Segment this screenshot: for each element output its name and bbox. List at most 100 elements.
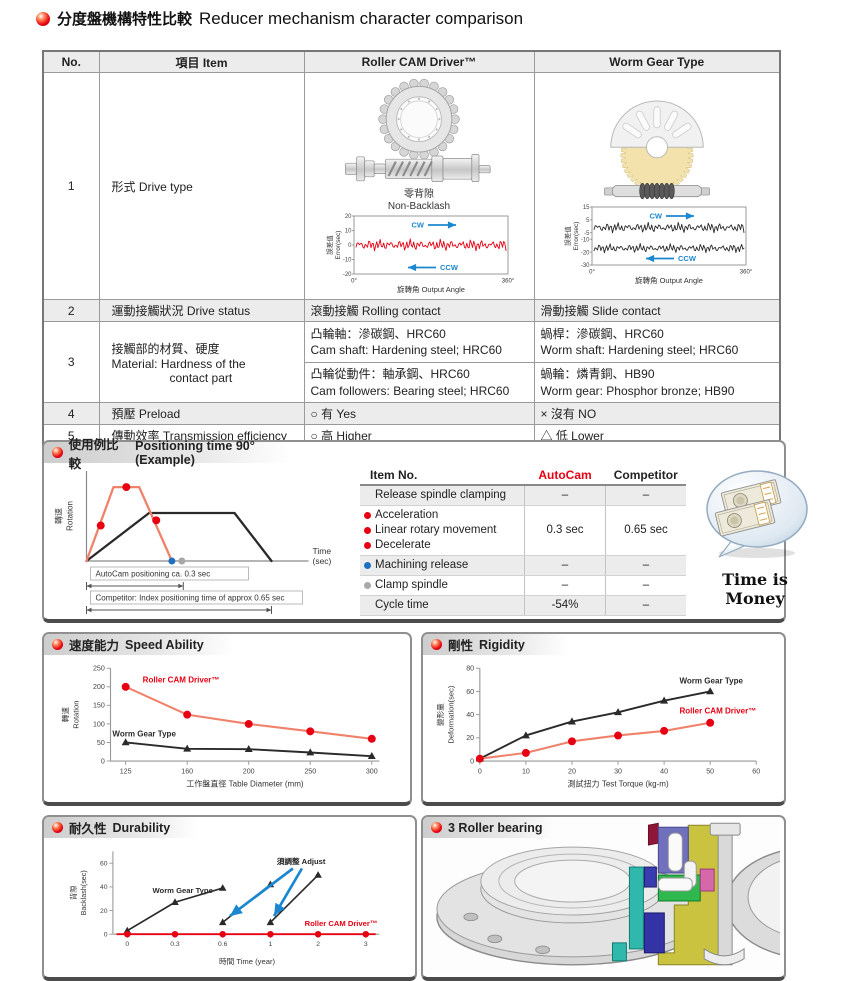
- svg-text:360°: 360°: [740, 270, 753, 276]
- worm-preload-value: × 沒有 NO: [533, 402, 781, 425]
- svg-text:轉速: 轉速: [54, 508, 64, 524]
- section-title-zh: 剛性: [448, 639, 474, 653]
- ptable-label: Clamp spindle: [375, 578, 448, 591]
- page-title: 分度盤機構特性比較 Reducer mechanism character co…: [36, 8, 523, 29]
- svg-text:50: 50: [706, 767, 714, 775]
- comparison-table: No. 項目 Item Roller CAM Driver™ Worm Gear…: [42, 50, 781, 449]
- svg-text:AutoCam positioning ca. 0.3 se: AutoCam positioning ca. 0.3 sec: [96, 570, 211, 579]
- motion-line-3: Decelerate: [375, 538, 431, 551]
- row-item-label: 預壓 Preload: [98, 402, 305, 425]
- cam-followers-en: Cam followers: Bearing steel; HRC60: [310, 383, 510, 398]
- cam-followers-zh: 凸輪從動件：軸承鋼、HRC60: [310, 367, 470, 382]
- svg-text:40: 40: [660, 767, 668, 775]
- red-bullet-icon: [431, 639, 442, 650]
- svg-text:Roller CAM Driver™: Roller CAM Driver™: [143, 675, 220, 684]
- svg-text:(sec): (sec): [313, 556, 332, 566]
- svg-text:CCW: CCW: [678, 254, 697, 263]
- svg-text:旋轉角 Output Angle: 旋轉角 Output Angle: [397, 284, 465, 294]
- svg-text:100: 100: [93, 720, 105, 728]
- svg-text:-10: -10: [343, 258, 352, 264]
- svg-text:測試扭力 Test Torque (kg-m): 測試扭力 Test Torque (kg-m): [567, 779, 668, 789]
- time-is-money-graphic: Time is Money: [694, 467, 816, 608]
- col-header-worm-gear: Worm Gear Type: [533, 50, 781, 73]
- svg-text:0: 0: [104, 931, 108, 938]
- svg-text:360°: 360°: [502, 279, 515, 285]
- worm-drive-status: 滑動接觸 Slide contact: [533, 299, 781, 322]
- blue-dot-icon: [364, 561, 371, 569]
- row-no: 3: [42, 321, 100, 403]
- time-is-money-label: Time is Money: [722, 570, 788, 608]
- ptable-header-item: Item No.: [360, 466, 525, 486]
- competitor-value: 0.65 sec: [605, 505, 686, 556]
- worm-gear-illustration: [603, 100, 710, 200]
- worm-wheel-zh: 蝸輪：燐青銅、HB90: [540, 367, 655, 382]
- worm-shaft-zh: 蝸桿：滲碳鋼、HRC60: [540, 326, 664, 341]
- rigidity-chart: 0 20 40 60 80 0 10 20 30 40 50 60 Worm Gear Type Roll…: [435, 665, 760, 789]
- row-material-b: 凸輪從動件：軸承鋼、HRC60 Cam followers: Bearing s…: [43, 362, 781, 403]
- competitor-value: –: [605, 595, 686, 616]
- row-item-label: 形式 Drive type: [98, 72, 305, 300]
- svg-text:Rotation: Rotation: [66, 501, 75, 531]
- svg-text:Worm Gear Type: Worm Gear Type: [679, 676, 743, 685]
- durability-section: 耐久性 Durability 0 20 40 60 0 0.3 0.6 1 2 3 Worm Gea…: [42, 815, 417, 981]
- section-title-en: Durability: [112, 820, 171, 835]
- svg-text:Error(sec): Error(sec): [573, 222, 580, 251]
- ptable-row-machining: Machining release – –: [360, 555, 686, 576]
- roller-cam-shaft-material: 凸輪軸：滲碳鋼、HRC60 Cam shaft: Hardening steel…: [303, 321, 535, 363]
- svg-text:CW: CW: [412, 221, 425, 230]
- svg-text:30: 30: [614, 767, 622, 775]
- svg-text:Competitor: Index positioning: Competitor: Index positioning time of ap…: [96, 594, 285, 603]
- money-speech-bubble: [706, 470, 808, 558]
- worm-shaft-en: Worm shaft: Hardening steel; HRC60: [540, 343, 739, 357]
- svg-text:Roller CAM Driver™: Roller CAM Driver™: [305, 919, 378, 928]
- cam-error-chart: 20 10 0 -10 -20 CW CCW 0° 360° 旋轉角 Output Angle 誤差…: [325, 214, 515, 294]
- red-bullet-icon: [52, 639, 63, 650]
- worm-gear-drive-type-cell: 15 5 -5 -10 -20 -30 CW CCW 0° 360° 旋轉角 Output Angl…: [533, 72, 781, 300]
- svg-text:-30: -30: [581, 263, 590, 269]
- speed-ability-chart: 0 50 100 150 200 250 125 160 200 250 300 Roller CAM…: [60, 665, 380, 789]
- gray-dot-icon: [364, 581, 371, 589]
- svg-text:-10: -10: [581, 237, 590, 243]
- red-dot-icon: [364, 526, 371, 534]
- svg-text:Roller CAM Driver™: Roller CAM Driver™: [679, 707, 756, 716]
- autocam-value: –: [524, 575, 606, 596]
- cam-shaft-en: Cam shaft: Hardening steel; HRC60: [310, 343, 502, 357]
- worm-error-chart: 15 5 -5-10 -20 -30 CW CCW 0° 360° 旋轉角 Output Angl…: [563, 205, 753, 285]
- worm-wheel-en: Worm gear: Phosphor bronze; HB90: [540, 383, 735, 398]
- ptable-row-release: Release spindle clamping – –: [360, 485, 686, 506]
- bearing-section-header: 3 Roller bearing: [423, 817, 566, 838]
- ptable-label: Acceleration Linear rotary movement Dece…: [360, 505, 525, 556]
- competitor-value: –: [605, 555, 686, 576]
- positioning-chart: Time(sec) 轉速 Rotation AutoCam positioning c…: [54, 471, 332, 614]
- svg-text:20: 20: [100, 908, 108, 915]
- svg-text:20: 20: [568, 767, 576, 775]
- svg-text:誤差值: 誤差值: [325, 235, 334, 255]
- svg-text:0: 0: [478, 767, 482, 775]
- section-title-zh: 耐久性: [69, 822, 107, 836]
- svg-text:125: 125: [120, 767, 132, 775]
- red-dot-icon: [364, 511, 371, 519]
- material-label-zh: 接觸部的材質、硬度: [111, 341, 220, 356]
- positioning-table-header: Item No. AutoCam Competitor: [360, 466, 686, 486]
- svg-text:Worm Gear Type: Worm Gear Type: [112, 729, 176, 738]
- row-preload: 4 預壓 Preload ○ 有 Yes × 沒有 NO: [42, 402, 781, 425]
- svg-text:Time: Time: [313, 546, 332, 556]
- autocam-value: –: [524, 485, 606, 506]
- svg-text:250: 250: [304, 767, 316, 775]
- ptable-label: Release spindle clamping: [375, 489, 507, 501]
- row-no: 1: [42, 72, 100, 300]
- svg-text:20: 20: [345, 214, 352, 220]
- section-title-zh: 使用例比較: [68, 437, 119, 471]
- red-dot-icon: [364, 541, 371, 549]
- row-item-label: 運動接觸狀況 Drive status: [98, 299, 305, 322]
- page-title-zh: 分度盤機構特性比較: [57, 11, 193, 28]
- svg-text:Error(sec): Error(sec): [335, 231, 342, 260]
- svg-text:0°: 0°: [589, 270, 595, 276]
- red-bullet-icon: [52, 822, 63, 833]
- svg-text:轉速: 轉速: [60, 707, 70, 723]
- col-header-no: No.: [42, 50, 100, 73]
- row-no: 4: [42, 402, 100, 425]
- cam-followers-material: 凸輪從動件：軸承鋼、HRC60 Cam followers: Bearing s…: [303, 362, 535, 403]
- autocam-value: -54%: [524, 595, 606, 616]
- row-item-label: 接觸部的材質、硬度 Material: Hardness of the cont…: [98, 321, 305, 403]
